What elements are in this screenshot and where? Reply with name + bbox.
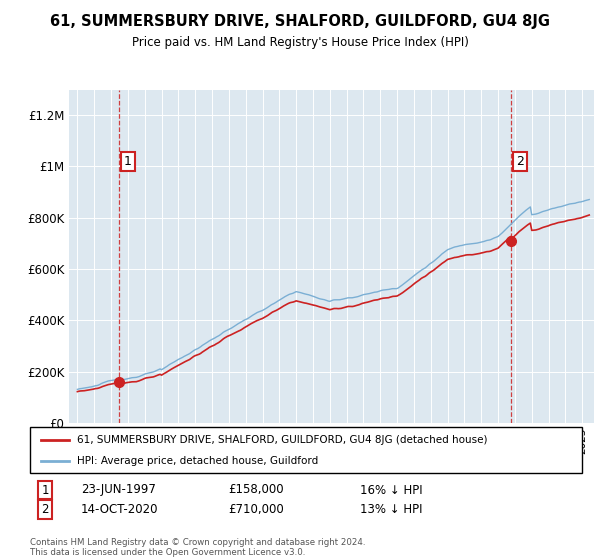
Text: Price paid vs. HM Land Registry's House Price Index (HPI): Price paid vs. HM Land Registry's House … — [131, 36, 469, 49]
Text: 2: 2 — [517, 155, 524, 168]
Text: £710,000: £710,000 — [228, 503, 284, 516]
Text: 23-JUN-1997: 23-JUN-1997 — [81, 483, 156, 497]
Text: HPI: Average price, detached house, Guildford: HPI: Average price, detached house, Guil… — [77, 456, 318, 466]
Text: 1: 1 — [41, 483, 49, 497]
Text: 61, SUMMERSBURY DRIVE, SHALFORD, GUILDFORD, GU4 8JG: 61, SUMMERSBURY DRIVE, SHALFORD, GUILDFO… — [50, 14, 550, 29]
Text: 16% ↓ HPI: 16% ↓ HPI — [360, 483, 422, 497]
Text: 14-OCT-2020: 14-OCT-2020 — [81, 503, 158, 516]
Text: 13% ↓ HPI: 13% ↓ HPI — [360, 503, 422, 516]
Text: 61, SUMMERSBURY DRIVE, SHALFORD, GUILDFORD, GU4 8JG (detached house): 61, SUMMERSBURY DRIVE, SHALFORD, GUILDFO… — [77, 435, 487, 445]
Text: £158,000: £158,000 — [228, 483, 284, 497]
Text: 1: 1 — [124, 155, 132, 168]
Text: 2: 2 — [41, 503, 49, 516]
FancyBboxPatch shape — [30, 427, 582, 473]
Text: Contains HM Land Registry data © Crown copyright and database right 2024.
This d: Contains HM Land Registry data © Crown c… — [30, 538, 365, 557]
